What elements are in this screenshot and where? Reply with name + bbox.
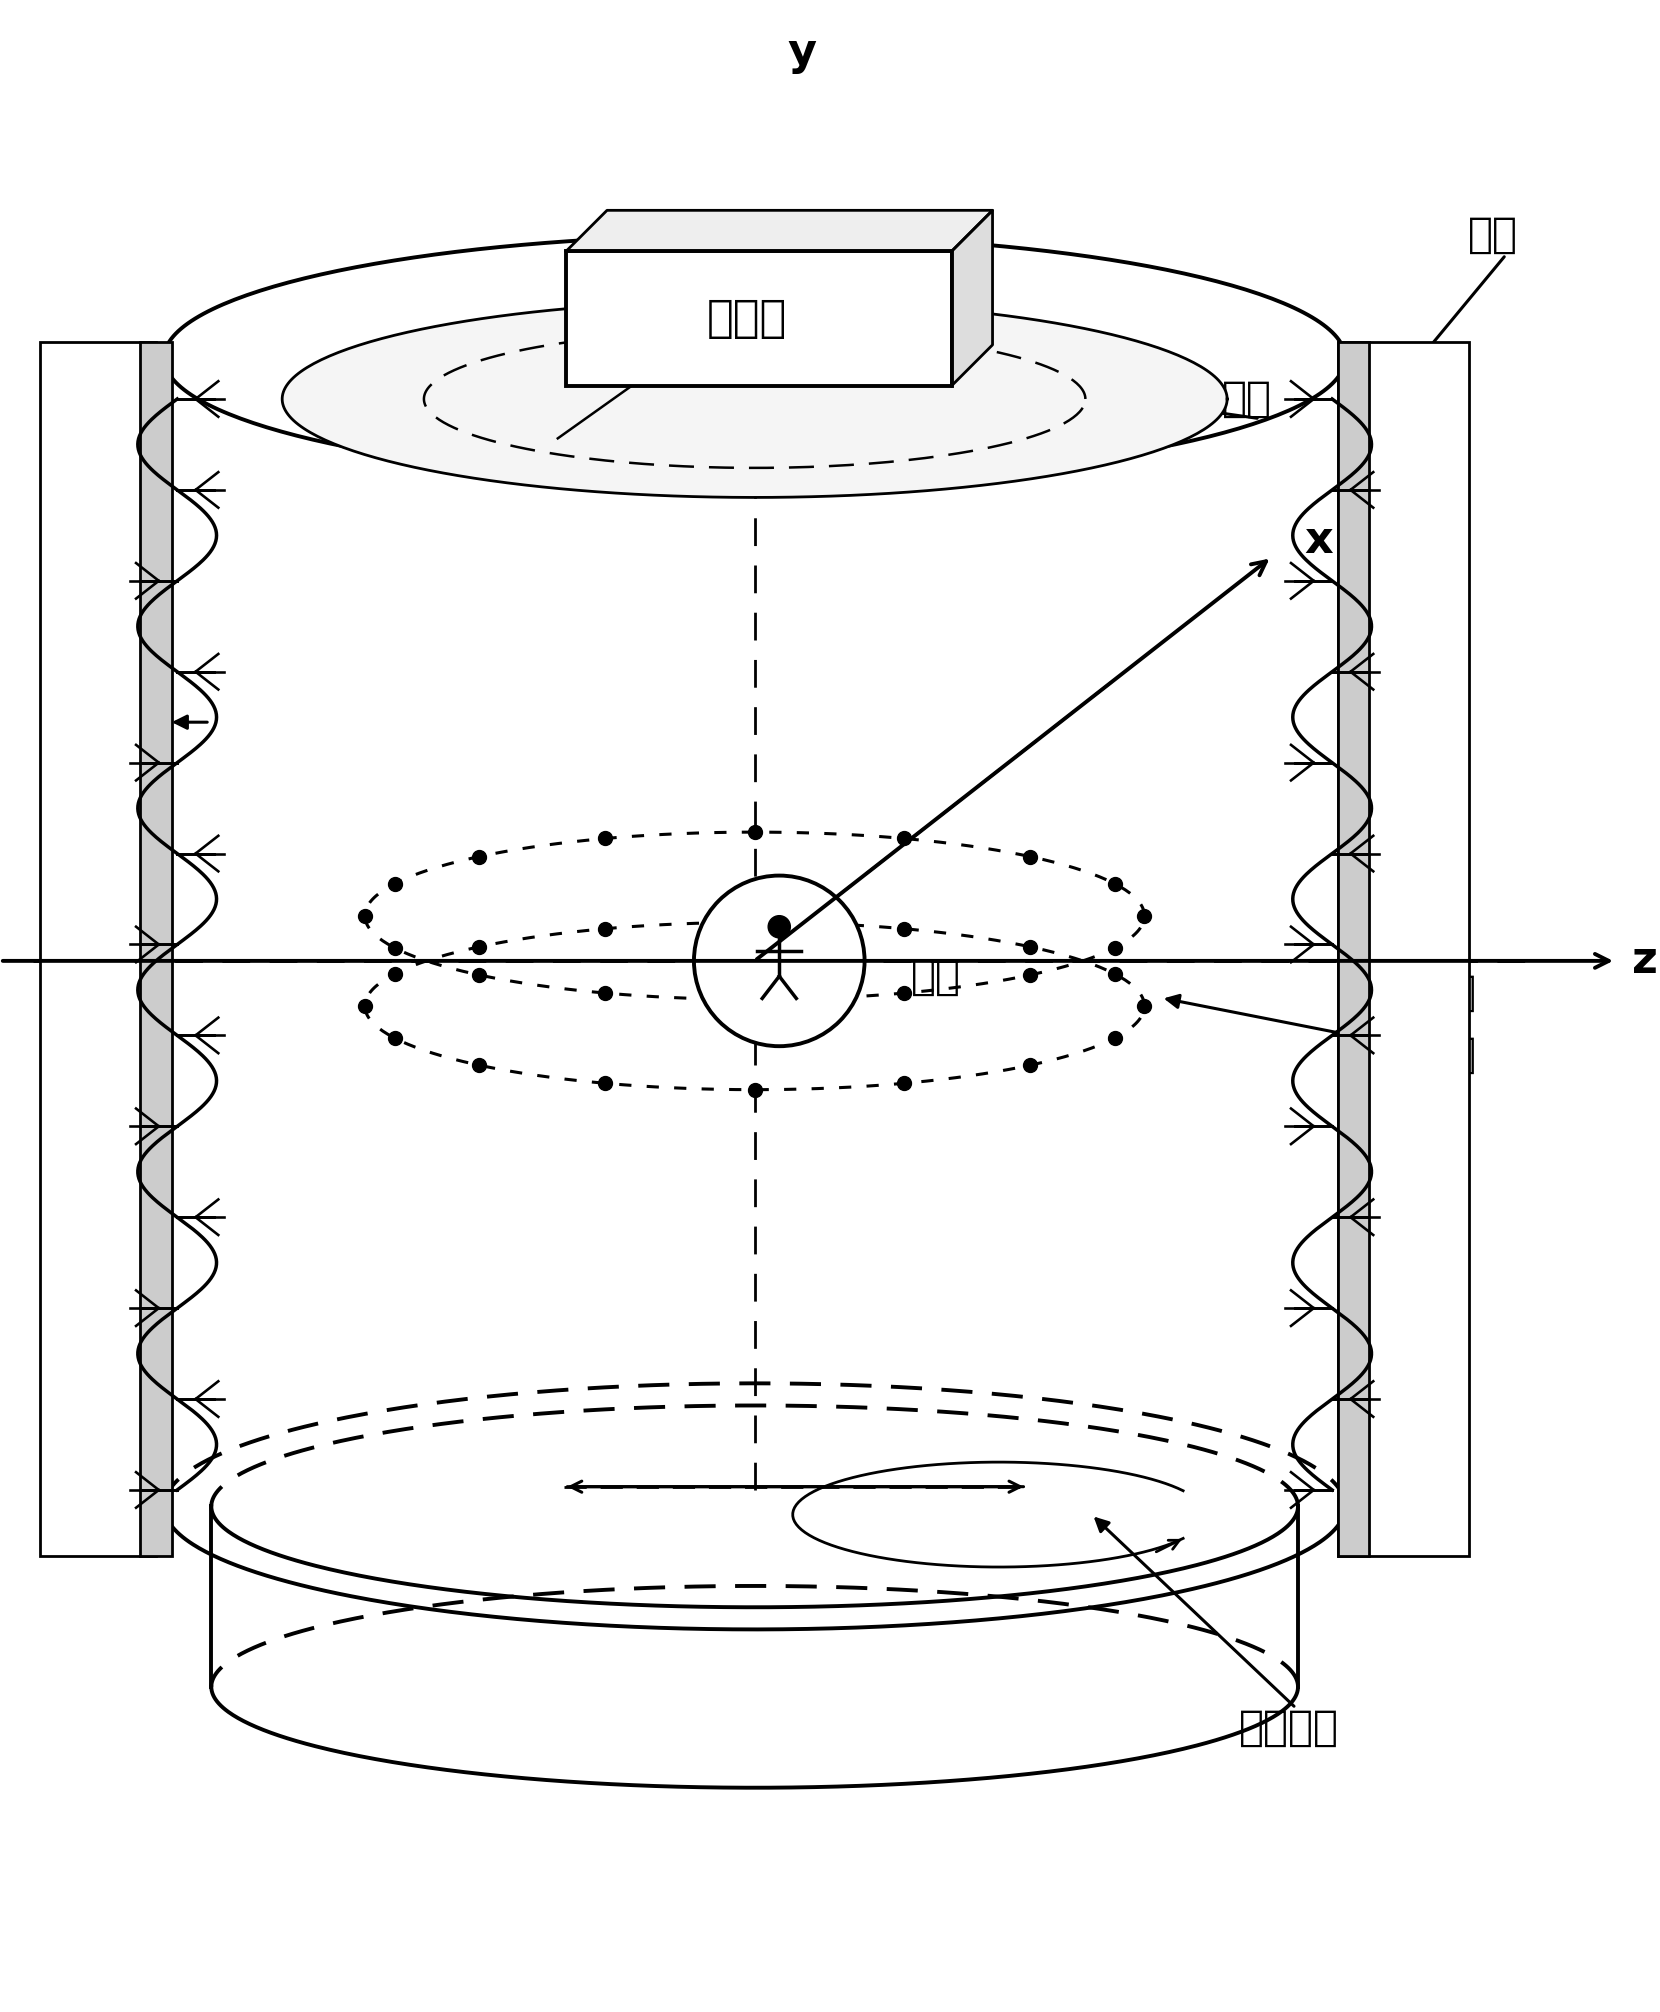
Text: 驱动器: 驱动器 (706, 298, 787, 340)
FancyBboxPatch shape (40, 342, 156, 1555)
Text: 底层平台: 底层平台 (1238, 1706, 1338, 1748)
Text: 目标: 目标 (910, 956, 961, 998)
Text: z: z (1632, 940, 1658, 982)
Circle shape (769, 915, 790, 938)
Text: 描位: 描位 (1428, 1034, 1477, 1076)
Text: 天线: 天线 (98, 674, 148, 716)
FancyBboxPatch shape (139, 342, 171, 1555)
Polygon shape (951, 211, 993, 386)
FancyBboxPatch shape (1338, 342, 1469, 1555)
Text: 待扫: 待扫 (1428, 972, 1477, 1014)
Circle shape (694, 875, 865, 1046)
Text: 置: 置 (1428, 1097, 1452, 1139)
Polygon shape (566, 211, 993, 252)
Text: 支架: 支架 (1469, 213, 1519, 256)
Text: 阵: 阵 (111, 736, 136, 777)
FancyBboxPatch shape (566, 252, 951, 386)
Text: 列: 列 (111, 799, 136, 839)
Text: y: y (787, 30, 817, 74)
Text: 转盘: 转盘 (1222, 378, 1272, 421)
FancyBboxPatch shape (1338, 342, 1369, 1555)
Text: x: x (1305, 519, 1333, 561)
Polygon shape (282, 300, 1227, 497)
